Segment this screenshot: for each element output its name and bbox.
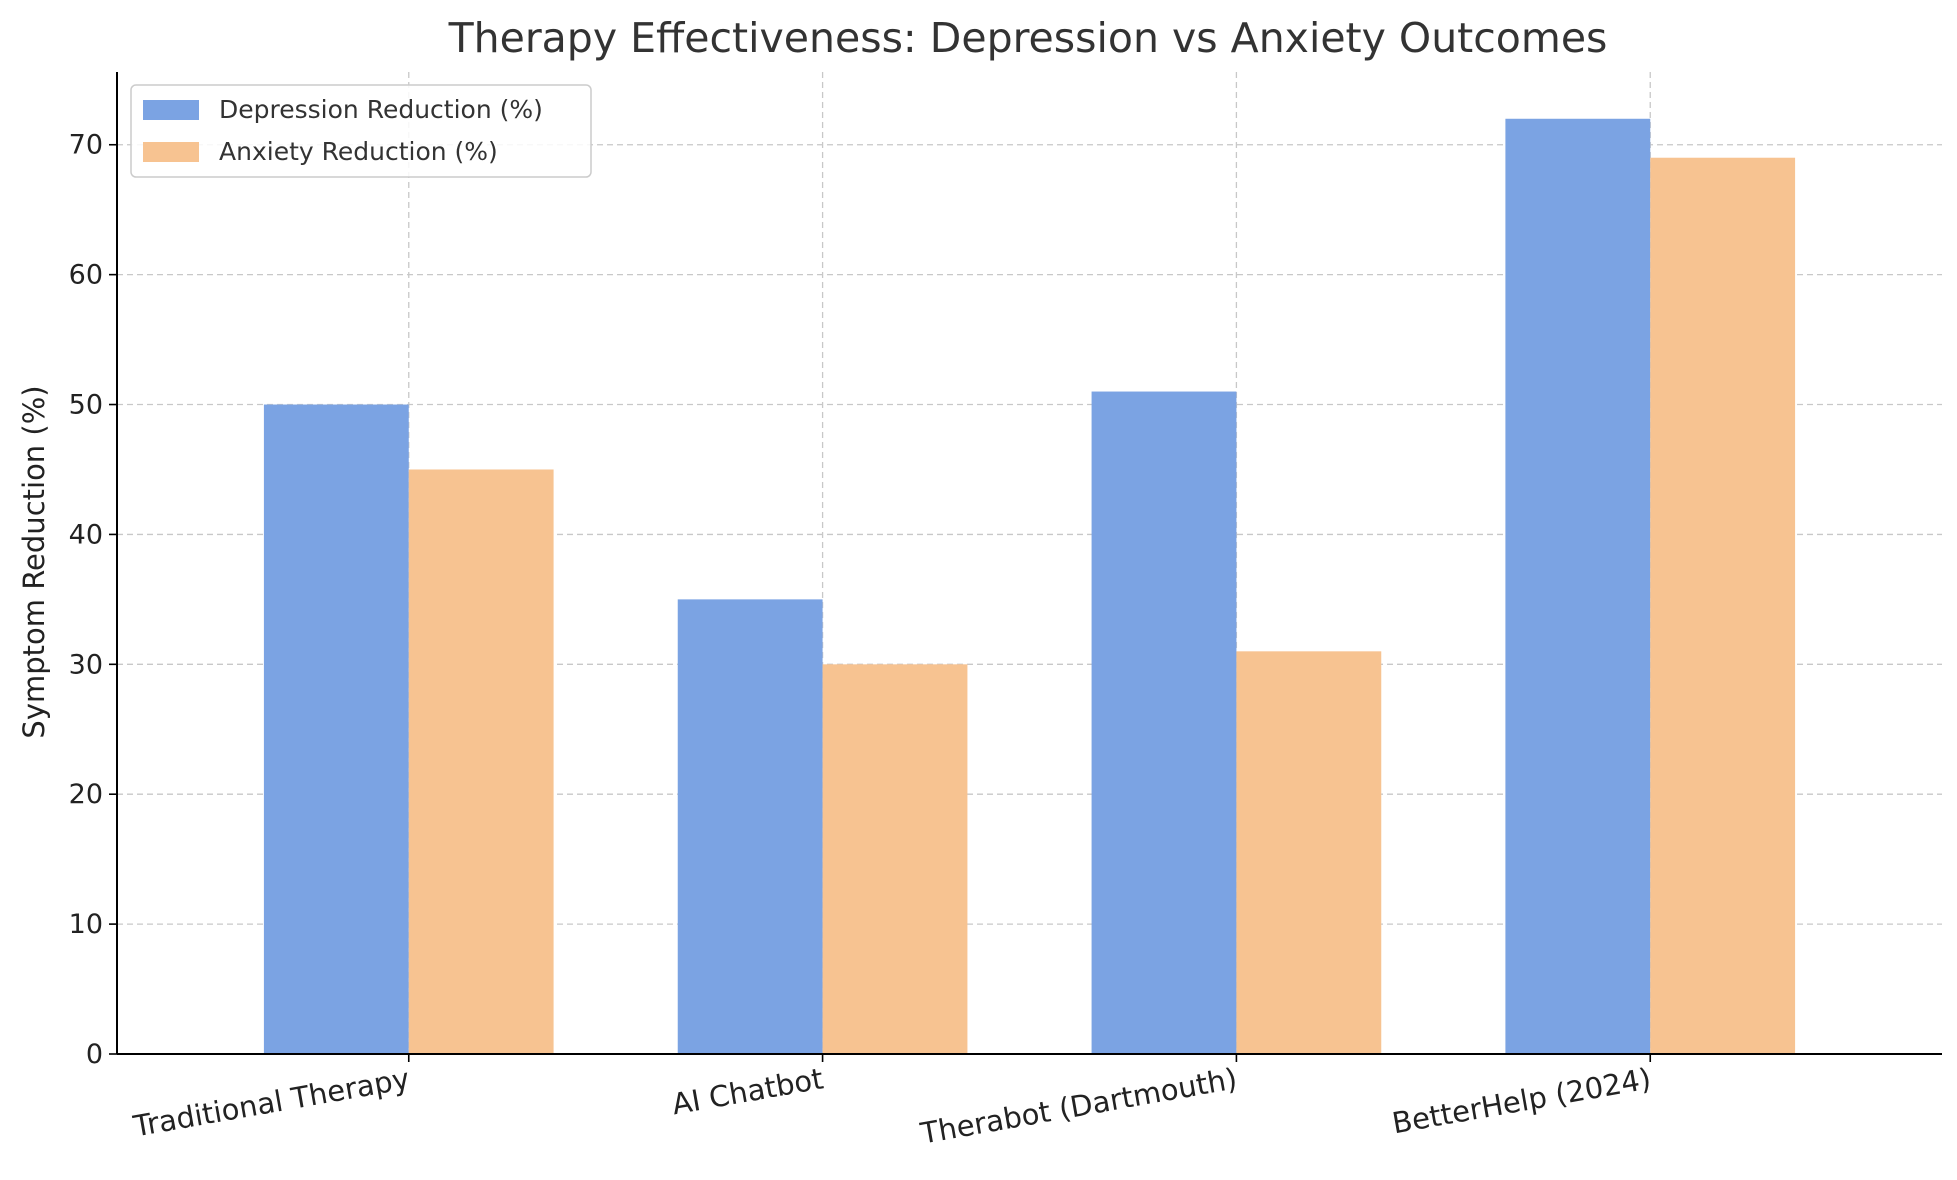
y-tick-label-4: 40	[69, 519, 103, 550]
x-tick-label-3: BetterHelp (2024)	[1390, 1061, 1654, 1140]
chart-title: Therapy Effectiveness: Depression vs Anx…	[448, 14, 1608, 62]
bar-depression-3	[1505, 118, 1651, 1054]
y-tick-label-0: 0	[86, 1039, 103, 1070]
y-tick-label-5: 50	[69, 390, 103, 421]
y-axis-label: Symptom Reduction (%)	[17, 385, 51, 738]
axes	[116, 72, 1942, 1055]
bar-anxiety-1	[822, 664, 968, 1054]
y-tick-label-7: 70	[69, 130, 103, 161]
x-tick-label-2: Therabot (Dartmouth)	[917, 1061, 1240, 1150]
x-tick-label-1: AI Chatbot	[669, 1061, 825, 1121]
y-tick-label-3: 30	[69, 649, 103, 680]
legend: Depression Reduction (%) Anxiety Reductio…	[130, 84, 592, 178]
y-tick-label-6: 60	[69, 260, 103, 291]
y-ticks: 0 10 20 30 40 50 60 70	[69, 130, 117, 1070]
legend-swatch-0	[143, 100, 199, 120]
bar-anxiety-0	[408, 469, 554, 1054]
bars	[263, 118, 1796, 1054]
legend-label-0: Depression Reduction (%)	[219, 95, 543, 124]
x-ticks: Traditional Therapy AI Chatbot Therabot (D…	[130, 1054, 1654, 1151]
bar-depression-2	[1091, 391, 1237, 1054]
bar-anxiety-3	[1650, 157, 1796, 1054]
bar-depression-0	[263, 404, 409, 1054]
bar-anxiety-2	[1236, 651, 1382, 1054]
x-tick-label-0: Traditional Therapy	[130, 1061, 412, 1143]
legend-label-1: Anxiety Reduction (%)	[219, 137, 498, 166]
legend-box	[130, 84, 592, 178]
y-tick-label-2: 20	[69, 779, 103, 810]
y-tick-label-1: 10	[69, 909, 103, 940]
bar-depression-1	[677, 599, 823, 1054]
legend-swatch-1	[143, 142, 199, 162]
